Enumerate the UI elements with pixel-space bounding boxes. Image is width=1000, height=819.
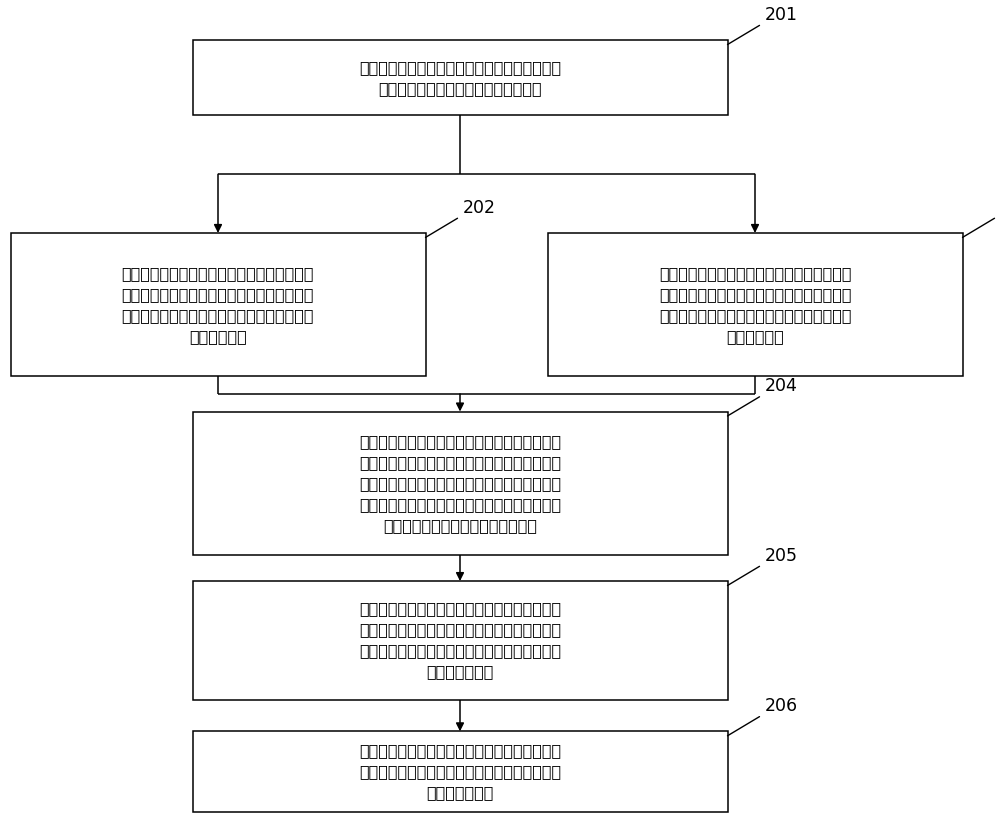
Text: 206: 206 [765, 697, 798, 715]
Text: 当通信测试结果、通信帧检测结果和通信稳定性
检测结果任意一项的结果为不通过时，则输出测
试结果异常告警: 当通信测试结果、通信帧检测结果和通信稳定性 检测结果任意一项的结果为不通过时，则… [359, 743, 561, 800]
Bar [192, 731, 728, 812]
Text: 响应于接收到稳控装置反馈指令和直流控保装置
反馈指令，根据预设的标准反馈指令，通过标准
反馈指令分别对稳控装置反馈指令和直流控保装
置反馈指令进行比对，以根据比: 响应于接收到稳控装置反馈指令和直流控保装置 反馈指令，根据预设的标准反馈指令，通… [359, 434, 561, 532]
Bar [192, 40, 728, 115]
Text: 201: 201 [765, 6, 798, 24]
Text: 将稳控装置模拟指令发送至直流控保装置，以
获取直流控保装置接收到稳控装置模拟指令后
，基于稳控装置模拟指令运行后生成直流控保
装置反馈指令: 将稳控装置模拟指令发送至直流控保装置，以 获取直流控保装置接收到稳控装置模拟指令… [659, 265, 851, 344]
Bar [192, 581, 728, 699]
Bar [192, 411, 728, 555]
Bar [548, 233, 962, 377]
Text: 205: 205 [765, 547, 798, 565]
Text: 将直流控保装置模拟指令发送至稳控装置，以
获取稳控装置接收到直流控保装置模拟指令后
，基于直流控保装置模拟指令运行后生成稳控
装置反馈指令: 将直流控保装置模拟指令发送至稳控装置，以 获取稳控装置接收到直流控保装置模拟指令… [122, 265, 314, 344]
Text: 202: 202 [462, 199, 496, 216]
Text: 根据接收到的稳控装置反馈指令和直流控保装置
反馈指令，通过通信报文抓取分析方式，获得稳
控装置与直流控保装置的通信帧检测结果和通信
稳定性检测结果: 根据接收到的稳控装置反馈指令和直流控保装置 反馈指令，通过通信报文抓取分析方式，… [359, 601, 561, 680]
Text: 根据预设的接口协议和时序参数，分别生成直流
控保装置模拟指令和稳控装置模拟指令: 根据预设的接口协议和时序参数，分别生成直流 控保装置模拟指令和稳控装置模拟指令 [359, 60, 561, 96]
Text: 204: 204 [765, 378, 797, 396]
Bar [11, 233, 426, 377]
